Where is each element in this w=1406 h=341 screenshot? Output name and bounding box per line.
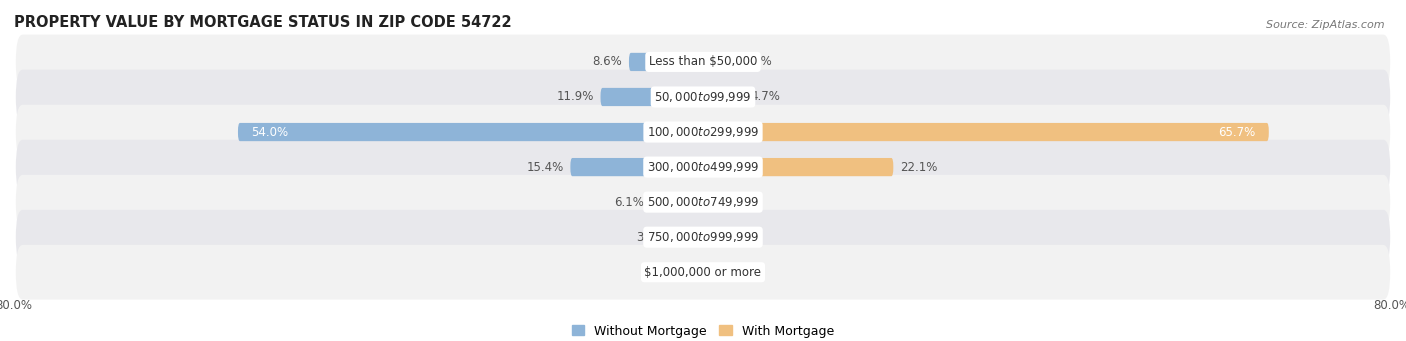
FancyBboxPatch shape (15, 105, 1391, 159)
FancyBboxPatch shape (628, 53, 703, 71)
Text: 54.0%: 54.0% (250, 125, 288, 138)
FancyBboxPatch shape (703, 263, 711, 281)
Text: Less than $50,000: Less than $50,000 (648, 56, 758, 69)
FancyBboxPatch shape (703, 228, 710, 246)
FancyBboxPatch shape (600, 88, 703, 106)
FancyBboxPatch shape (571, 158, 703, 176)
Text: 2.0%: 2.0% (727, 196, 756, 209)
Text: Source: ZipAtlas.com: Source: ZipAtlas.com (1267, 20, 1385, 30)
FancyBboxPatch shape (703, 88, 744, 106)
FancyBboxPatch shape (699, 263, 703, 281)
Text: $50,000 to $99,999: $50,000 to $99,999 (654, 90, 752, 104)
Text: 1.0%: 1.0% (718, 266, 748, 279)
FancyBboxPatch shape (703, 158, 893, 176)
Text: 0.47%: 0.47% (655, 266, 692, 279)
FancyBboxPatch shape (703, 193, 720, 211)
FancyBboxPatch shape (15, 35, 1391, 89)
FancyBboxPatch shape (238, 123, 703, 141)
FancyBboxPatch shape (15, 245, 1391, 300)
Text: 11.9%: 11.9% (557, 90, 593, 104)
Text: 4.7%: 4.7% (751, 90, 780, 104)
Text: 0.85%: 0.85% (717, 231, 754, 244)
Text: 65.7%: 65.7% (1219, 125, 1256, 138)
Text: 3.5%: 3.5% (637, 231, 666, 244)
Text: 3.7%: 3.7% (742, 56, 772, 69)
Text: $1,000,000 or more: $1,000,000 or more (644, 266, 762, 279)
Text: 6.1%: 6.1% (613, 196, 644, 209)
FancyBboxPatch shape (15, 175, 1391, 229)
Text: PROPERTY VALUE BY MORTGAGE STATUS IN ZIP CODE 54722: PROPERTY VALUE BY MORTGAGE STATUS IN ZIP… (14, 15, 512, 30)
FancyBboxPatch shape (651, 193, 703, 211)
Text: $500,000 to $749,999: $500,000 to $749,999 (647, 195, 759, 209)
FancyBboxPatch shape (703, 123, 1268, 141)
Legend: Without Mortgage, With Mortgage: Without Mortgage, With Mortgage (567, 320, 839, 341)
FancyBboxPatch shape (15, 140, 1391, 194)
Text: $300,000 to $499,999: $300,000 to $499,999 (647, 160, 759, 174)
FancyBboxPatch shape (15, 70, 1391, 124)
Text: $100,000 to $299,999: $100,000 to $299,999 (647, 125, 759, 139)
Text: 15.4%: 15.4% (526, 161, 564, 174)
FancyBboxPatch shape (673, 228, 703, 246)
FancyBboxPatch shape (15, 210, 1391, 265)
FancyBboxPatch shape (703, 53, 735, 71)
Text: $750,000 to $999,999: $750,000 to $999,999 (647, 230, 759, 244)
Text: 22.1%: 22.1% (900, 161, 938, 174)
Text: 8.6%: 8.6% (592, 56, 621, 69)
